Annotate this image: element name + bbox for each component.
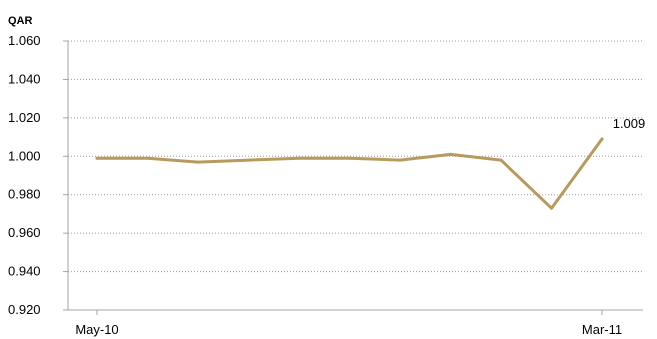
data-label-last: 1.009 bbox=[613, 116, 646, 131]
x-tick-label: Mar-11 bbox=[582, 322, 622, 337]
grid-lines bbox=[68, 40, 643, 273]
data-point bbox=[348, 156, 351, 160]
y-axis-ticks: 1.060 1.040 1.020 1.000 0.980 0.960 0.940 0.920 bbox=[8, 33, 68, 317]
data-point bbox=[398, 158, 402, 162]
y-tick-label: 0.940 bbox=[8, 264, 41, 279]
y-tick-label: 1.060 bbox=[8, 33, 41, 48]
y-tick-label: 0.920 bbox=[8, 302, 41, 317]
series-group bbox=[95, 137, 604, 210]
y-axis-unit-label: QAR bbox=[8, 15, 33, 27]
y-tick-label: 0.980 bbox=[8, 187, 41, 202]
data-point bbox=[297, 156, 301, 160]
data-point bbox=[247, 158, 250, 162]
data-point bbox=[95, 156, 99, 160]
x-axis-ticks: May-10 Mar-11 bbox=[75, 310, 622, 337]
y-tick-label: 1.020 bbox=[8, 110, 41, 125]
x-tick-label: May-10 bbox=[75, 322, 118, 337]
y-tick-label: 1.040 bbox=[8, 71, 41, 86]
data-point bbox=[146, 156, 149, 160]
data-point bbox=[196, 160, 200, 164]
y-tick-label: 0.960 bbox=[8, 225, 41, 240]
data-point bbox=[550, 206, 553, 210]
series-line bbox=[95, 137, 604, 210]
data-point bbox=[600, 137, 604, 141]
data-point bbox=[449, 152, 452, 156]
data-point bbox=[499, 158, 503, 162]
y-tick-label: 1.000 bbox=[8, 148, 41, 163]
